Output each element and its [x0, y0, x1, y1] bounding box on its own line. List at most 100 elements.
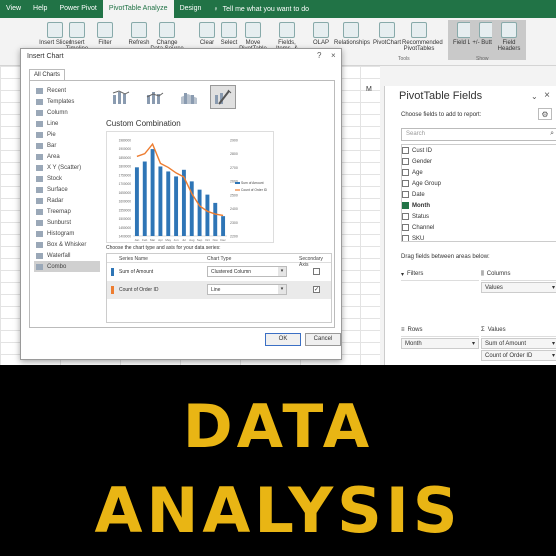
ribbon-button[interactable]: Recommended PivotTables — [402, 20, 443, 60]
chevron-down-icon[interactable]: ⌄ — [531, 92, 538, 101]
ribbon-button[interactable]: Filter — [88, 20, 122, 60]
cancel-button[interactable]: Cancel — [305, 333, 341, 346]
field-checkbox[interactable] — [402, 158, 409, 165]
field-item[interactable]: Cust ID — [402, 145, 556, 156]
rows-area[interactable]: ≡ Rows Month ▾ — [401, 324, 479, 365]
chart-type-item[interactable]: Recent — [34, 85, 100, 96]
field-item[interactable]: Gender — [402, 156, 556, 167]
field-checkbox[interactable] — [402, 147, 409, 154]
field-checkbox[interactable] — [402, 235, 409, 241]
y-tick-label: 1850000 — [119, 156, 132, 160]
chart-type-item[interactable]: Line — [34, 118, 100, 129]
ribbon-button-label: Insert Slicer — [39, 40, 71, 46]
chart-type-icon — [36, 131, 43, 138]
values-sum-pill[interactable]: Sum of Amount ▾ — [481, 338, 556, 349]
search-placeholder: Search — [406, 131, 426, 137]
ribbon-tab[interactable]: PivotTable Analyze — [102, 0, 174, 18]
secondary-axis-checkbox[interactable]: ✓ — [313, 286, 320, 293]
field-checkbox[interactable] — [402, 169, 409, 176]
close-icon[interactable]: × — [331, 51, 336, 60]
search-input[interactable]: Search ⌕ — [401, 128, 556, 141]
series-prompt: Choose the chart type and axis for your … — [106, 245, 221, 251]
combo-subtype-2[interactable] — [142, 85, 168, 109]
ribbon-button[interactable]: Field Headers — [492, 20, 526, 60]
chart-type-label: Radar — [47, 197, 64, 204]
ribbon-button[interactable]: Relationships — [334, 20, 370, 60]
field-list: Cust ID Gender Age Age Group Date Month Status… — [401, 144, 556, 242]
ribbon-button[interactable]: Refresh — [122, 20, 156, 60]
chart-type-item[interactable]: Area — [34, 151, 100, 162]
x-tick-label: Dec — [220, 238, 226, 242]
chart-type-select[interactable]: Clustered Column ▾ — [207, 266, 287, 277]
field-item[interactable]: Age — [402, 167, 556, 178]
tell-me-box[interactable]: ♀ Tell me what you want to do — [207, 6, 309, 13]
ribbon-tab[interactable]: Help — [33, 5, 48, 12]
chart-type-item[interactable]: Column — [34, 107, 100, 118]
series-table-header: Series Name Chart Type Secondary Axis — [107, 254, 331, 268]
ribbon-tab[interactable]: Design — [179, 5, 202, 12]
chart-type-label: Column — [47, 109, 68, 116]
field-checkbox[interactable] — [402, 224, 409, 231]
ribbon-button-icon — [313, 22, 329, 38]
x-tick-label: Jun — [174, 238, 179, 242]
column-header-m[interactable]: M — [366, 86, 372, 93]
chart-type-item[interactable]: Combo — [34, 261, 100, 272]
chart-type-item[interactable]: Box & Whisker — [34, 239, 100, 250]
ribbon-button[interactable]: Insert Slicer — [38, 20, 72, 60]
combo-subtype-custom[interactable] — [210, 85, 236, 109]
x-tick-label: Jul — [182, 238, 186, 242]
chart-preview: 1980000 1900000 1850000 1800000 1750000 17000… — [106, 131, 274, 243]
columns-area[interactable]: ⫼ Columns Values ▾ — [481, 268, 556, 314]
tab-all-charts[interactable]: All Charts — [29, 69, 66, 81]
chart-type-item[interactable]: Treemap — [34, 206, 100, 217]
field-item[interactable]: Month — [402, 200, 556, 211]
ribbon-button[interactable]: OLAP — [304, 20, 338, 60]
field-item[interactable]: Age Group — [402, 178, 556, 189]
field-checkbox[interactable] — [402, 191, 409, 198]
ribbon-tab[interactable]: View — [6, 5, 22, 12]
ribbon-button[interactable]: PivotChart — [370, 20, 404, 60]
chart-type-label: Box & Whisker — [47, 241, 87, 248]
secondary-axis-checkbox[interactable] — [313, 268, 320, 275]
rows-month-pill[interactable]: Month ▾ — [401, 338, 479, 349]
field-item[interactable]: Status — [402, 211, 556, 222]
ribbon-button[interactable]: Clear — [190, 20, 224, 60]
values-count-pill[interactable]: Count of Order ID ▾ — [481, 350, 556, 361]
chart-type-item[interactable]: Waterfall — [34, 250, 100, 261]
ok-button[interactable]: OK — [265, 333, 301, 346]
pivottable-fields-pane: PivotTable Fields ⌄ × Choose fields to a… — [384, 86, 556, 365]
chart-type-select[interactable]: Line ▾ — [207, 284, 287, 295]
field-item[interactable]: Channel — [402, 222, 556, 233]
values-area[interactable]: Σ Values Sum of Amount ▾ Count of Order ID… — [481, 324, 556, 365]
ribbon-button[interactable]: Select — [212, 20, 246, 60]
chart-type-item[interactable]: Bar — [34, 140, 100, 151]
field-item[interactable]: SKU — [402, 233, 556, 241]
chart-type-item[interactable]: Radar — [34, 195, 100, 206]
combo-subtype-1[interactable] — [108, 85, 134, 109]
gear-icon[interactable]: ⚙ — [538, 108, 552, 120]
chart-type-item[interactable]: Stock — [34, 173, 100, 184]
bar-sum-of-amount — [221, 216, 226, 236]
ribbon-tab[interactable]: Power Pivot — [59, 5, 97, 12]
columns-values-pill[interactable]: Values ▾ — [481, 282, 556, 293]
field-checkbox[interactable] — [402, 180, 409, 187]
field-checkbox[interactable] — [402, 213, 409, 220]
chart-type-item[interactable]: Histogram — [34, 228, 100, 239]
close-icon[interactable]: × — [544, 90, 550, 101]
chart-type-item[interactable]: Surface — [34, 184, 100, 195]
help-icon[interactable]: ? — [317, 51, 322, 60]
filters-area[interactable]: ▾ Filters — [401, 268, 479, 314]
field-label: Channel — [412, 224, 435, 231]
field-item[interactable]: Date — [402, 189, 556, 200]
chart-type-item[interactable]: X Y (Scatter) — [34, 162, 100, 173]
chart-type-item[interactable]: Templates — [34, 96, 100, 107]
combo-subtype-3[interactable] — [176, 85, 202, 109]
combo-chart-icon — [146, 92, 164, 104]
chart-type-value: Line — [211, 287, 221, 293]
rows-label: Rows — [407, 327, 423, 333]
chart-type-item[interactable]: Sunburst — [34, 217, 100, 228]
field-checkbox[interactable] — [402, 202, 409, 209]
drag-fields-label: Drag fields between areas below: — [401, 254, 490, 260]
chart-type-icon — [36, 109, 43, 116]
chart-type-item[interactable]: Pie — [34, 129, 100, 140]
